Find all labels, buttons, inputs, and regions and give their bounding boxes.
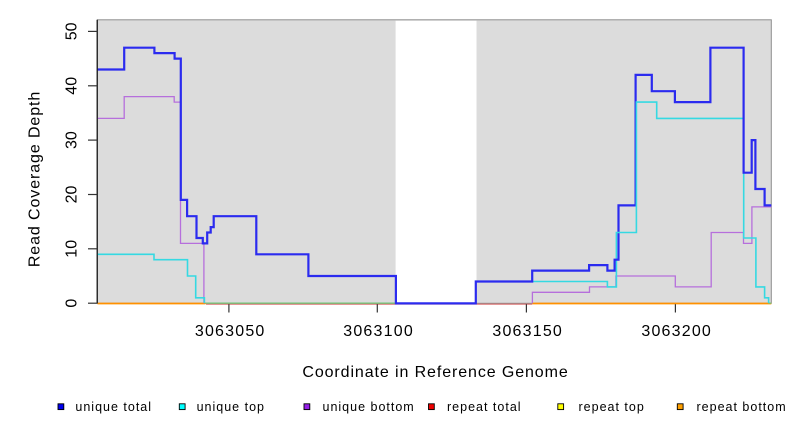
- svg-text:0: 0: [64, 299, 81, 308]
- svg-text:repeat top: repeat top: [579, 400, 645, 414]
- svg-text:unique total: unique total: [75, 400, 152, 414]
- svg-text:50: 50: [64, 22, 81, 40]
- svg-text:3063050: 3063050: [195, 323, 266, 340]
- svg-text:3063100: 3063100: [343, 323, 414, 340]
- svg-text:Coordinate in Reference Genome: Coordinate in Reference Genome: [302, 364, 568, 381]
- svg-text:10: 10: [64, 240, 81, 258]
- svg-text:unique top: unique top: [197, 400, 265, 414]
- svg-text:3063150: 3063150: [492, 323, 563, 340]
- svg-text:30: 30: [64, 131, 81, 149]
- svg-text:repeat total: repeat total: [447, 400, 522, 414]
- svg-text:20: 20: [64, 186, 81, 204]
- svg-text:Read Coverage Depth: Read Coverage Depth: [27, 91, 44, 267]
- svg-text:unique bottom: unique bottom: [323, 400, 415, 414]
- svg-text:3063200: 3063200: [641, 323, 712, 340]
- svg-text:repeat bottom: repeat bottom: [697, 400, 787, 414]
- svg-text:40: 40: [64, 77, 81, 95]
